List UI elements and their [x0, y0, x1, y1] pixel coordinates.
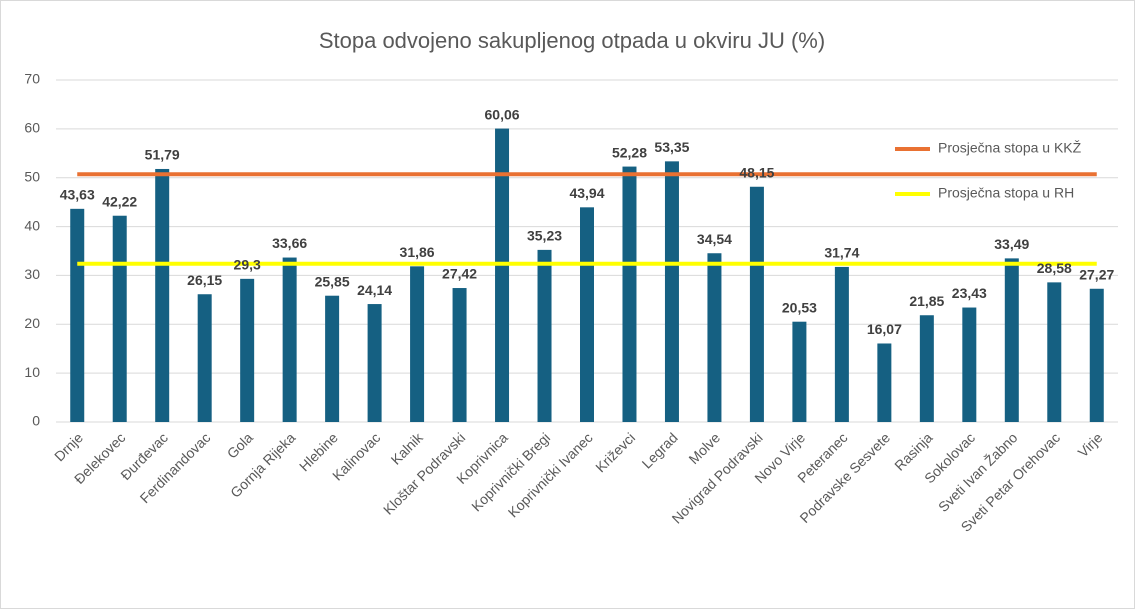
- bar: [962, 307, 977, 422]
- bar: [70, 208, 85, 422]
- data-label: 27,27: [1079, 266, 1114, 282]
- bar: [410, 266, 425, 422]
- data-label: 33,49: [994, 236, 1029, 252]
- bar: [622, 166, 637, 422]
- data-label: 26,15: [187, 272, 222, 288]
- data-label: 31,74: [824, 245, 859, 261]
- data-label: 33,66: [272, 235, 307, 251]
- bar: [834, 266, 849, 422]
- data-label: 52,28: [612, 144, 647, 160]
- bar: [1004, 258, 1019, 422]
- bar: [452, 288, 467, 422]
- data-label: 27,42: [442, 266, 477, 282]
- data-label: 34,54: [697, 231, 732, 247]
- data-label: 25,85: [315, 273, 350, 289]
- data-label: 31,86: [400, 244, 435, 260]
- data-label: 23,43: [952, 285, 987, 301]
- bar: [877, 343, 892, 422]
- y-tick-label: 50: [24, 168, 40, 184]
- bar: [495, 128, 510, 422]
- data-label: 21,85: [909, 293, 944, 309]
- bar: [240, 278, 255, 422]
- bar: [1047, 282, 1062, 422]
- data-label: 43,94: [569, 185, 604, 201]
- data-label: 16,07: [867, 321, 902, 337]
- data-label: 43,63: [60, 187, 95, 203]
- bar: [664, 161, 679, 422]
- y-tick-label: 60: [24, 120, 40, 136]
- data-label: 20,53: [782, 299, 817, 315]
- bar: [537, 249, 552, 422]
- bar: [155, 168, 170, 422]
- bar: [282, 257, 297, 422]
- bar: [197, 294, 212, 422]
- legend-label: Prosječna stopa u KKŽ: [938, 140, 1082, 156]
- chart-title: Stopa odvojeno sakupljenog otpada u okvi…: [319, 28, 825, 53]
- y-tick-label: 10: [24, 364, 40, 380]
- data-label: 28,58: [1037, 260, 1072, 276]
- y-tick-label: 0: [32, 413, 40, 429]
- data-label: 35,23: [527, 228, 562, 244]
- data-label: 60,06: [485, 106, 520, 122]
- legend-label: Prosječna stopa u RH: [938, 185, 1074, 201]
- y-tick-label: 20: [24, 315, 40, 331]
- y-tick-label: 70: [24, 71, 40, 87]
- data-label: 53,35: [654, 139, 689, 155]
- data-label: 24,14: [357, 282, 392, 298]
- data-label: 51,79: [145, 147, 180, 163]
- bar: [749, 186, 764, 422]
- y-tick-label: 30: [24, 266, 40, 282]
- bar: [1089, 288, 1104, 422]
- bar: [919, 315, 934, 422]
- data-label: 29,3: [234, 257, 261, 273]
- data-label: 48,15: [739, 164, 774, 180]
- bar: [707, 253, 722, 422]
- bar: [325, 295, 340, 422]
- y-tick-label: 40: [24, 217, 40, 233]
- bar: [112, 215, 127, 422]
- bar: [367, 304, 382, 422]
- bar: [792, 321, 807, 422]
- bar: [580, 207, 594, 422]
- data-label: 42,22: [102, 193, 137, 209]
